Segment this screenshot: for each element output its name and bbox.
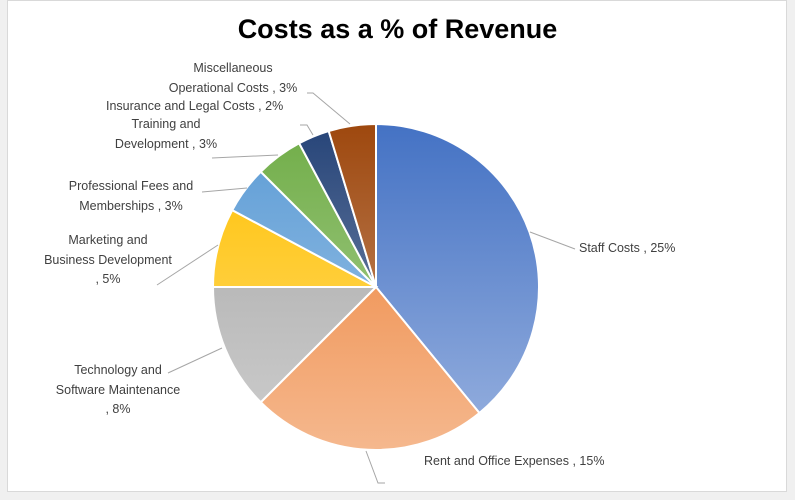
data-label-rent: Rent and Office Expenses , 15%: [424, 452, 604, 472]
pie-slice-technology-and-software-maintenance: [211, 286, 379, 404]
leader-line: [167, 347, 223, 374]
data-label-marketing: Marketing and Business Development , 5%: [28, 231, 188, 290]
label-line: , 8%: [105, 402, 131, 416]
label-line: Memberships , 3%: [79, 198, 183, 213]
label-line: Insurance and Legal Costs , 2%: [106, 99, 284, 113]
label-line: Business Development: [44, 252, 172, 267]
leader-line: [365, 450, 385, 484]
leader-line: [201, 187, 248, 193]
label-line: Rent and Office Expenses , 15%: [424, 454, 605, 468]
label-line: Professional Fees and: [68, 179, 194, 193]
label-line: Marketing and: [68, 233, 148, 247]
leader-line: [156, 244, 219, 286]
data-label-technology: Technology and Software Maintenance , 8%: [38, 361, 198, 420]
label-line: Development , 3%: [114, 136, 218, 151]
leader-line: [307, 92, 351, 125]
leader-line: [300, 124, 314, 136]
pie-slice-miscellaneous-operational-costs: [327, 122, 377, 288]
data-label-training: Training and Development , 3%: [96, 115, 236, 154]
leader-line: [529, 231, 576, 250]
data-label-professional-fees: Professional Fees and Memberships , 3%: [51, 177, 211, 216]
label-line: Training and: [131, 117, 201, 131]
data-label-miscellaneous: Miscellaneous Operational Costs , 3%: [155, 59, 311, 98]
label-line: Technology and: [74, 363, 162, 377]
chart-title: Costs as a % of Revenue: [237, 14, 558, 44]
label-line: Operational Costs , 3%: [168, 80, 298, 95]
pie-slice-staff-costs: [375, 122, 540, 415]
label-line: Software Maintenance: [55, 382, 181, 397]
data-label-staff-costs: Staff Costs , 25%: [579, 239, 675, 259]
leader-line: [211, 154, 279, 159]
pie-slice-rent-and-office-expenses: [259, 285, 481, 451]
data-label-insurance: Insurance and Legal Costs , 2%: [106, 97, 283, 117]
label-line: Miscellaneous: [193, 61, 273, 75]
label-line: , 5%: [95, 272, 121, 286]
label-line: Staff Costs , 25%: [579, 241, 676, 255]
